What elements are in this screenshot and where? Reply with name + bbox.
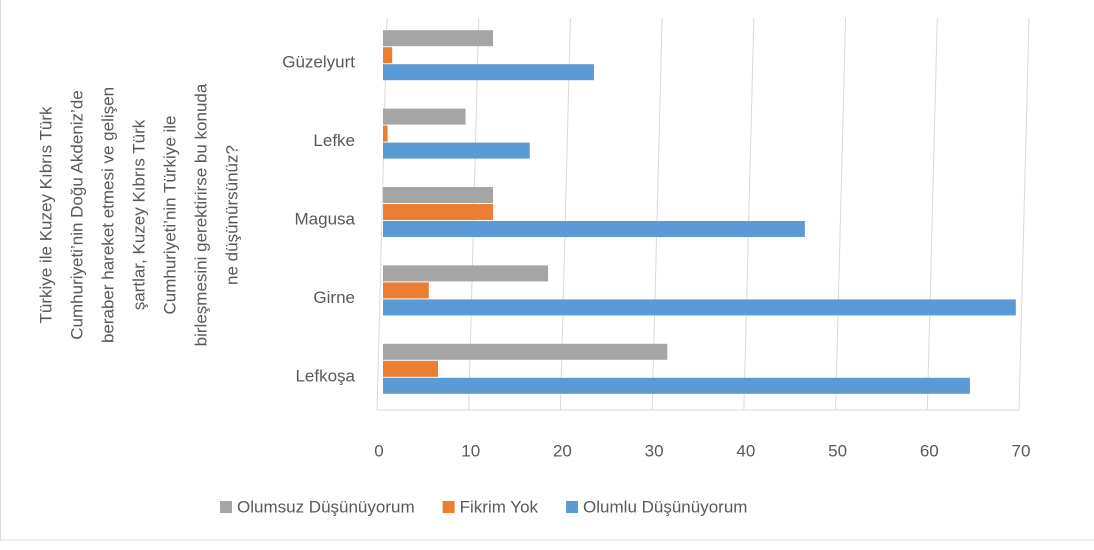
bar	[383, 378, 970, 394]
bar	[383, 221, 805, 237]
grid-line	[744, 18, 754, 410]
x-tick-label: 0	[374, 441, 383, 460]
y-tick-label: Magusa	[295, 209, 356, 228]
bar	[383, 299, 1016, 315]
bar	[383, 344, 667, 360]
legend-label: Fikrim Yok	[460, 497, 539, 516]
bar	[383, 204, 493, 220]
bar	[383, 109, 466, 125]
legend-swatch	[566, 501, 578, 513]
bar	[383, 282, 429, 298]
x-tick-label: 10	[461, 441, 480, 460]
bar	[383, 187, 493, 203]
y-axis-label: birleşmesini gerektirirse bu konuda	[191, 83, 210, 346]
bar	[383, 30, 493, 46]
grid-line	[1019, 18, 1029, 410]
y-axis-label: Cumhuriyeti’nin Doğu Akdeniz’de	[67, 90, 86, 339]
bar	[383, 361, 438, 377]
x-tick-label: 40	[736, 441, 755, 460]
bar	[383, 64, 594, 80]
grid-line	[927, 18, 937, 410]
y-axis-label: beraber hareket etmesi ve gelişen	[98, 87, 117, 343]
x-tick-label: 60	[920, 441, 939, 460]
y-tick-label: Güzelyurt	[282, 53, 355, 72]
bar	[383, 126, 388, 142]
legend-label: Olumlu Düşünüyorum	[583, 497, 747, 516]
y-tick-label: Lefkoşa	[295, 366, 355, 385]
grid-line	[836, 18, 846, 410]
bar	[383, 47, 392, 63]
x-tick-label: 70	[1012, 441, 1031, 460]
bar	[383, 143, 530, 159]
y-axis-label: şartlar, Kuzey Kıbrıs Türk	[129, 119, 148, 310]
x-tick-label: 20	[553, 441, 572, 460]
y-axis-label: Türkiye ile Kuzey Kıbrıs Türk	[36, 106, 55, 323]
y-tick-label: Girne	[313, 288, 355, 307]
bar	[383, 265, 548, 281]
x-tick-label: 50	[828, 441, 847, 460]
legend-swatch	[443, 501, 455, 513]
y-tick-label: Lefke	[313, 131, 355, 150]
legend-swatch	[220, 501, 232, 513]
y-axis-label: Cumhuriyeti’nin Türkiye ile	[160, 115, 179, 314]
y-axis-label: ne düşünürsünüz?	[222, 145, 241, 285]
legend-label: Olumsuz Düşünüyorum	[237, 497, 415, 516]
x-tick-label: 30	[645, 441, 664, 460]
